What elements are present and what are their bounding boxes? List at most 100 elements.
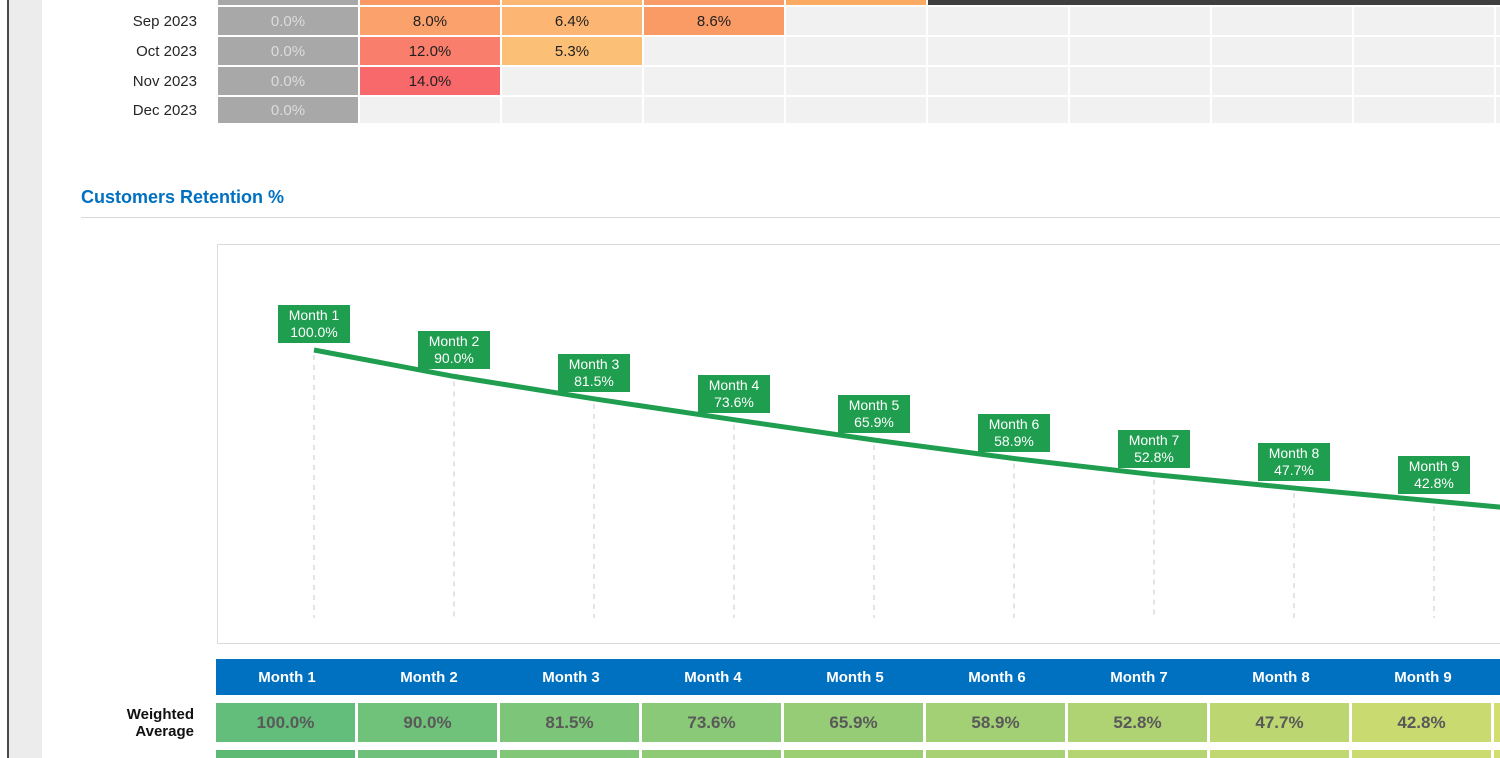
chart-point-label-value: 73.6% — [714, 393, 754, 410]
next-row-cell[interactable] — [642, 750, 781, 758]
weighted-average-cell[interactable]: 47.7% — [1210, 703, 1349, 742]
summary-header-cell[interactable]: Month 3 — [542, 668, 600, 686]
chart-point-label: Month 1 100.0% — [278, 305, 350, 343]
chart-point-label-value: 81.5% — [574, 372, 614, 389]
chart-point-label: Month 2 90.0% — [418, 331, 490, 370]
next-row-partial — [216, 750, 1500, 758]
cohort-empty-cell[interactable] — [928, 37, 1068, 65]
cohort-row: Dec 2023 0.0% — [42, 97, 1500, 123]
chart-point-label-category: Month 3 — [568, 355, 620, 372]
cohort-empty-cell[interactable] — [1496, 7, 1500, 35]
cohort-cell[interactable]: 14.0% — [360, 67, 500, 95]
cohort-empty-cell[interactable] — [644, 67, 784, 95]
summary-header-cell[interactable]: Month 8 — [1252, 668, 1310, 686]
chart-point-label-value: 65.9% — [854, 414, 894, 431]
chart-point-label: Month 5 65.9% — [838, 395, 910, 434]
next-row-cell[interactable] — [358, 750, 497, 758]
cohort-cell[interactable]: 0.0% — [218, 7, 358, 35]
section-title: Customers Retention % — [81, 187, 285, 207]
summary-header-row: Month 1 Month 2 Month 3 Month 4 Month 5 Month… — [216, 659, 1500, 695]
weighted-average-cell[interactable]: 65.9% — [784, 703, 923, 742]
cohort-empty-cell[interactable] — [1354, 67, 1494, 95]
cohort-empty-cell[interactable] — [1070, 67, 1210, 95]
cohort-cell[interactable] — [786, 0, 926, 5]
cohort-cell[interactable] — [644, 0, 784, 5]
weighted-average-cell[interactable]: 81.5% — [500, 703, 639, 742]
summary-header-cell[interactable]: Month 1 — [258, 668, 316, 686]
chart-point-label-value: 47.7% — [1274, 462, 1314, 479]
cohort-empty-cell[interactable] — [1496, 67, 1500, 95]
next-row-cell[interactable] — [784, 750, 923, 758]
cohort-empty-cell[interactable] — [1354, 97, 1494, 123]
cohort-cell[interactable]: 0.0% — [218, 37, 358, 65]
cohort-empty-cell[interactable] — [1354, 7, 1494, 35]
cohort-empty-cell[interactable] — [360, 97, 500, 123]
cohort-cell[interactable]: 0.0% — [218, 67, 358, 95]
cohort-cell[interactable] — [218, 0, 358, 5]
cohort-empty-cell[interactable] — [644, 97, 784, 123]
weighted-average-cell[interactable]: 58.9% — [926, 703, 1065, 742]
cohort-empty-cell[interactable] — [502, 67, 642, 95]
summary-header-cell[interactable]: Month 9 — [1394, 668, 1452, 686]
cohort-table: Sep 2023 0.0% 8.0% 6.4% 8.6% Oct 2023 0.0% 12.0… — [42, 0, 1500, 125]
cohort-empty-cell[interactable] — [1070, 37, 1210, 65]
cohort-empty-cell[interactable] — [1212, 97, 1352, 123]
cohort-empty-cell[interactable] — [644, 37, 784, 65]
summary-header-cell[interactable]: Month 7 — [1110, 668, 1168, 686]
weighted-average-label: Weighted Average — [60, 706, 194, 740]
weighted-average-cell[interactable]: 42.8% — [1352, 703, 1491, 742]
summary-header-cell[interactable]: Month 2 — [400, 668, 458, 686]
chart-point-label-value: 42.8% — [1414, 475, 1454, 491]
cohort-empty-cell[interactable] — [1496, 37, 1500, 65]
weighted-average-label-line1: Weighted — [126, 706, 194, 723]
cohort-empty-cell[interactable] — [1212, 67, 1352, 95]
cohort-empty-cell[interactable] — [786, 7, 926, 35]
cohort-cell[interactable]: 6.4% — [502, 7, 642, 35]
weighted-average-cell[interactable] — [1494, 703, 1500, 742]
cohort-empty-cell[interactable] — [786, 67, 926, 95]
cohort-empty-cell[interactable] — [928, 97, 1068, 123]
cohort-partial-row — [42, 0, 1500, 5]
summary-header-cell[interactable] — [1494, 659, 1500, 695]
next-row-cell[interactable] — [1068, 750, 1207, 758]
cohort-empty-cell[interactable] — [786, 37, 926, 65]
cohort-empty-cell[interactable] — [1212, 37, 1352, 65]
weighted-average-cell[interactable]: 90.0% — [358, 703, 497, 742]
summary-header-cell[interactable]: Month 6 — [968, 668, 1026, 686]
next-row-cell[interactable] — [216, 750, 355, 758]
cohort-empty-cell[interactable] — [1496, 97, 1500, 123]
next-row-cell[interactable] — [500, 750, 639, 758]
next-row-cell[interactable] — [1210, 750, 1349, 758]
cohort-cell[interactable]: 0.0% — [218, 97, 358, 123]
cohort-cell[interactable]: 8.0% — [360, 7, 500, 35]
cohort-empty-cell[interactable] — [1354, 37, 1494, 65]
cohort-cell[interactable]: 12.0% — [360, 37, 500, 65]
next-row-cell[interactable] — [926, 750, 1065, 758]
weighted-average-cell[interactable]: 100.0% — [216, 703, 355, 742]
cohort-cell[interactable]: 5.3% — [502, 37, 642, 65]
cohort-empty-cell[interactable] — [502, 97, 642, 123]
chart-point-label-category: Month 8 — [1268, 445, 1320, 462]
next-row-cell[interactable] — [1352, 750, 1491, 758]
cohort-empty-cell[interactable] — [1070, 97, 1210, 123]
cohort-empty-cell[interactable] — [1212, 7, 1352, 35]
weighted-average-cell[interactable]: 73.6% — [642, 703, 781, 742]
summary-header-cell[interactable]: Month 5 — [826, 668, 884, 686]
retention-chart[interactable]: Month 1 100.0% Month 2 90.0% Month 3 81.5% Mon… — [217, 244, 1500, 644]
cohort-empty-cell[interactable] — [786, 97, 926, 123]
cohort-cell[interactable] — [360, 0, 500, 5]
weighted-average-cell[interactable]: 52.8% — [1068, 703, 1207, 742]
cohort-empty-cell[interactable] — [928, 67, 1068, 95]
weighted-average-row: 100.0% 90.0% 81.5% 73.6% 65.9% 58.9% 52.8% 47.7… — [216, 703, 1500, 742]
cohort-empty-cell[interactable] — [928, 7, 1068, 35]
next-row-cell[interactable] — [1494, 750, 1500, 758]
cohort-cell[interactable] — [502, 0, 642, 5]
chart-point-label-value: 52.8% — [1134, 448, 1174, 465]
summary-header-cell[interactable]: Month 4 — [684, 668, 742, 686]
weighted-average-label-line2: Average — [135, 723, 194, 740]
chart-canvas — [313, 347, 1500, 618]
cohort-empty-cell[interactable] — [1070, 7, 1210, 35]
cohort-cell[interactable]: 8.6% — [644, 7, 784, 35]
chart-point-label-value: 58.9% — [994, 432, 1034, 449]
cohort-dark-cell — [928, 0, 1500, 5]
